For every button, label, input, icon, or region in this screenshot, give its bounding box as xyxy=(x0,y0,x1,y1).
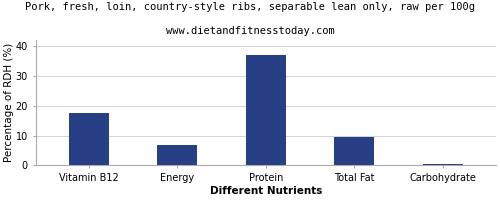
Text: www.dietandfitnesstoday.com: www.dietandfitnesstoday.com xyxy=(166,26,334,36)
Text: Pork, fresh, loin, country-style ribs, separable lean only, raw per 100g: Pork, fresh, loin, country-style ribs, s… xyxy=(25,2,475,12)
Bar xyxy=(423,164,463,165)
Y-axis label: Percentage of RDH (%): Percentage of RDH (%) xyxy=(4,43,14,162)
Bar xyxy=(246,55,286,165)
Bar xyxy=(158,145,197,165)
X-axis label: Different Nutrients: Different Nutrients xyxy=(210,186,322,196)
Bar xyxy=(334,137,374,165)
Bar xyxy=(69,113,108,165)
